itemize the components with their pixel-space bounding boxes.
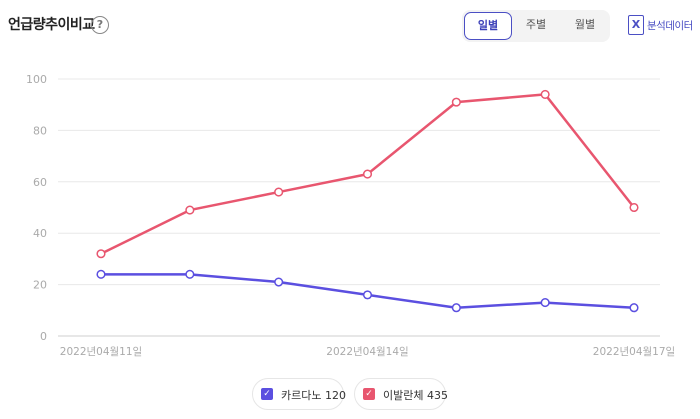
chart-header: 언급량추이비교 ? 일별 주별 월별 X 분석데이터 — [0, 0, 700, 52]
legend-label: 이발란체 435 — [383, 389, 448, 402]
legend-label: 카르다노 120 — [281, 389, 346, 402]
line-chart: 0 20 40 60 80 100 2022년04월11일 2022년04월14일 2022년0… — [26, 73, 675, 358]
y-tick-label: 80 — [33, 124, 47, 137]
excel-icon: X — [628, 15, 644, 35]
y-tick-label: 20 — [33, 279, 47, 292]
data-point — [96, 249, 106, 259]
data-point — [629, 202, 639, 213]
data-point — [362, 290, 373, 300]
data-point — [274, 277, 284, 287]
legend-item-cardano[interactable]: ✓ 카르다노 120 — [252, 378, 346, 410]
tab-weekly[interactable]: 주별 — [525, 18, 547, 31]
data-point — [451, 97, 461, 107]
data-point — [185, 269, 195, 279]
x-tick-label: 2022년04월17일 — [593, 345, 675, 358]
chart-title: 언급량추이비교 — [8, 17, 95, 33]
data-point — [629, 303, 639, 313]
tab-monthly[interactable]: 월별 — [574, 18, 596, 31]
data-point — [274, 187, 284, 197]
data-point — [451, 303, 461, 313]
data-point — [96, 269, 106, 279]
data-point — [540, 298, 550, 308]
data-point — [540, 89, 550, 99]
y-tick-label: 60 — [33, 176, 47, 189]
legend-item-avalanche[interactable]: ✓ 이발란체 435 — [354, 378, 448, 410]
x-tick-label: 2022년04월11일 — [60, 345, 142, 358]
analysis-data-label: 분석데이터 — [647, 20, 693, 32]
data-point — [362, 169, 373, 179]
data-point — [185, 205, 195, 215]
checkbox-icon: ✓ — [363, 388, 375, 400]
chart-legend: ✓ 카르다노 120 ✓ 이발란체 435 — [0, 378, 700, 412]
y-tick-label: 40 — [33, 227, 47, 240]
period-toggle-group: 일별 주별 월별 — [462, 10, 610, 42]
y-tick-label: 0 — [40, 330, 47, 343]
y-tick-label: 100 — [26, 73, 47, 86]
tab-daily[interactable]: 일별 — [464, 12, 512, 40]
x-tick-label: 2022년04월14일 — [326, 345, 408, 358]
checkbox-icon: ✓ — [261, 388, 273, 400]
help-icon[interactable]: ? — [91, 16, 109, 34]
